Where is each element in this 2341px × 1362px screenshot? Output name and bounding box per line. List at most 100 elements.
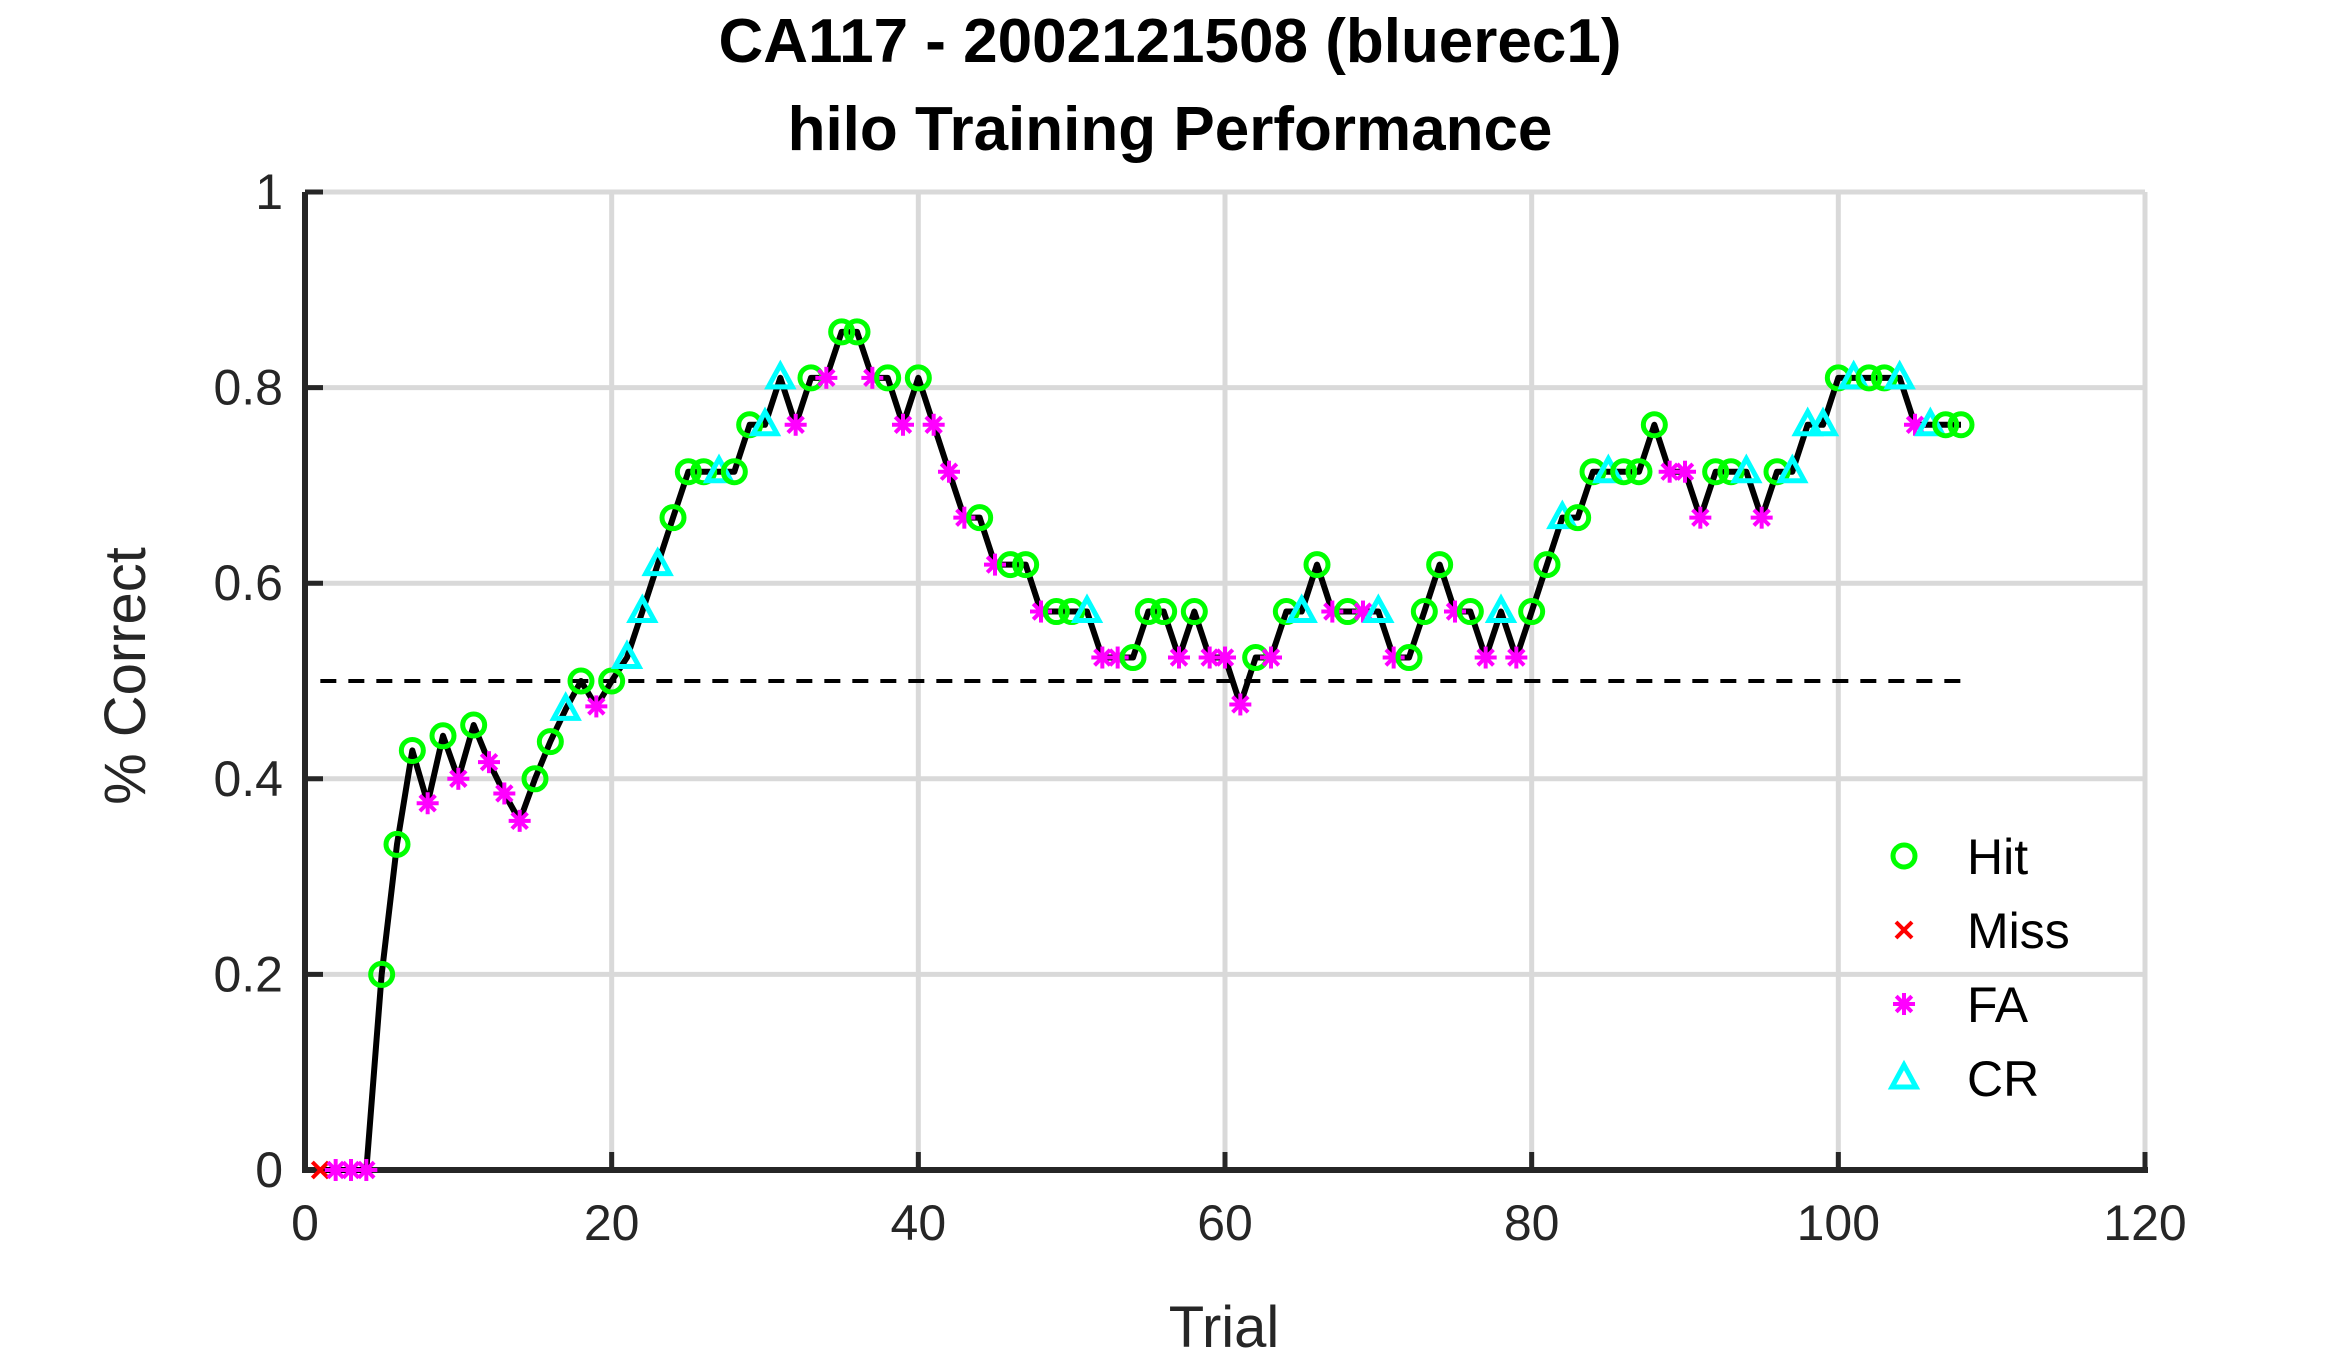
performance-line <box>320 328 1961 1173</box>
fa-marker-stroke <box>1215 648 1235 667</box>
miss-marker-stroke <box>310 1160 330 1180</box>
cr-marker <box>641 546 674 577</box>
cr-marker <box>1362 593 1395 624</box>
hit-marker <box>966 504 994 532</box>
fa-marker-stroke <box>418 794 437 813</box>
cr-marker <box>764 359 797 390</box>
fa-marker-stroke <box>1261 648 1281 667</box>
hit-marker <box>1012 551 1040 579</box>
hit-marker <box>429 722 457 750</box>
fa-marker <box>1168 646 1190 669</box>
fa-marker <box>1689 506 1712 529</box>
fa-marker <box>416 792 439 815</box>
fa-marker <box>1505 646 1528 669</box>
hit-marker <box>1150 598 1178 626</box>
hit-marker <box>843 318 871 346</box>
hit-marker <box>1932 411 1960 439</box>
x-tick-label: 40 <box>891 1195 947 1251</box>
fa-marker-stroke <box>341 1160 361 1180</box>
legend-label-cr: CR <box>1967 1051 2039 1107</box>
fa-marker-stroke <box>1675 462 1695 481</box>
fa-marker-stroke <box>817 368 836 388</box>
cr-marker <box>626 593 659 624</box>
hit-marker <box>536 728 564 756</box>
fa-marker <box>784 413 807 436</box>
plot-area <box>310 318 1975 1181</box>
fa-marker-stroke <box>893 415 913 434</box>
hit-marker <box>1042 598 1070 626</box>
fa-marker-stroke <box>1476 648 1495 667</box>
fa-marker <box>508 809 531 832</box>
hit-marker <box>1119 644 1147 672</box>
x-tick-label: 60 <box>1197 1195 1253 1251</box>
hit-marker <box>460 711 488 739</box>
hit-marker <box>1426 551 1454 579</box>
fa-marker-stroke <box>1169 648 1189 667</box>
fa-marker <box>1750 506 1773 529</box>
cr-marker <box>1883 359 1916 390</box>
hit-marker <box>1410 598 1438 626</box>
fa-marker <box>478 751 500 774</box>
chart-title: CA117 - 2002121508 (bluerec1) <box>718 7 1621 76</box>
cr-marker <box>1791 406 1824 437</box>
fa-marker <box>585 695 608 718</box>
fa-marker-stroke <box>495 784 514 803</box>
cr-marker <box>610 639 644 670</box>
fa-marker-stroke <box>326 1160 345 1180</box>
cr-marker <box>1070 593 1104 624</box>
x-tick-label: 80 <box>1504 1195 1560 1251</box>
fa-marker <box>953 506 976 529</box>
fa-marker-stroke <box>357 1160 376 1180</box>
chart-subtitle: hilo Training Performance <box>788 95 1553 164</box>
cr-marker <box>748 406 782 437</box>
fa-marker-stroke <box>786 415 805 434</box>
fa-marker-stroke <box>939 462 959 481</box>
fa-marker <box>1260 646 1282 669</box>
fa-marker-stroke <box>924 415 943 434</box>
hit-marker <box>1456 598 1484 626</box>
fa-marker-stroke <box>1507 648 1526 667</box>
legend-marker-cr <box>1887 1059 1921 1090</box>
legend-marker-fa <box>1893 993 1915 1015</box>
cr-marker <box>1776 453 1809 484</box>
fa-marker-stroke <box>1660 462 1679 481</box>
hit-marker <box>1518 598 1546 626</box>
fa-marker <box>1674 460 1696 483</box>
miss-marker-stroke <box>1894 920 1914 940</box>
hit-marker <box>1134 598 1162 626</box>
hit-marker <box>598 667 626 695</box>
fa-marker <box>355 1159 378 1181</box>
hit-marker <box>1947 411 1975 439</box>
hit-marker <box>659 504 687 532</box>
hit-marker <box>521 765 549 793</box>
fa-marker-stroke <box>1093 648 1112 667</box>
hit-marker <box>1303 551 1331 579</box>
legend-label-fa: FA <box>1967 977 2029 1033</box>
fa-marker <box>340 1159 362 1181</box>
fa-marker <box>1229 693 1252 716</box>
fa-marker <box>447 767 470 790</box>
fa-marker <box>922 413 945 436</box>
fa-marker <box>1214 646 1236 669</box>
fa-marker <box>1474 646 1497 669</box>
y-tick-label: 0.6 <box>213 555 283 611</box>
y-axis-label: % Correct <box>93 547 158 805</box>
hit-marker <box>674 458 702 486</box>
miss-marker <box>310 1160 330 1180</box>
y-tick-label: 0.2 <box>213 946 283 1002</box>
x-axis-label: Trial <box>1169 1295 1280 1360</box>
hit-marker <box>1610 458 1638 486</box>
y-tick-label: 0 <box>255 1142 283 1198</box>
fa-marker <box>815 366 838 389</box>
fa-marker-stroke <box>1905 415 1925 434</box>
fa-marker-stroke <box>1353 602 1373 621</box>
hit-marker <box>398 736 426 764</box>
cr-marker <box>1730 453 1763 484</box>
fa-marker-stroke <box>510 811 529 831</box>
hit-marker <box>1395 644 1423 672</box>
hit-marker <box>383 830 411 858</box>
fa-marker <box>938 460 960 483</box>
hit-marker <box>1564 504 1592 532</box>
fa-marker-stroke <box>449 769 468 788</box>
hit-marker <box>1180 598 1208 626</box>
